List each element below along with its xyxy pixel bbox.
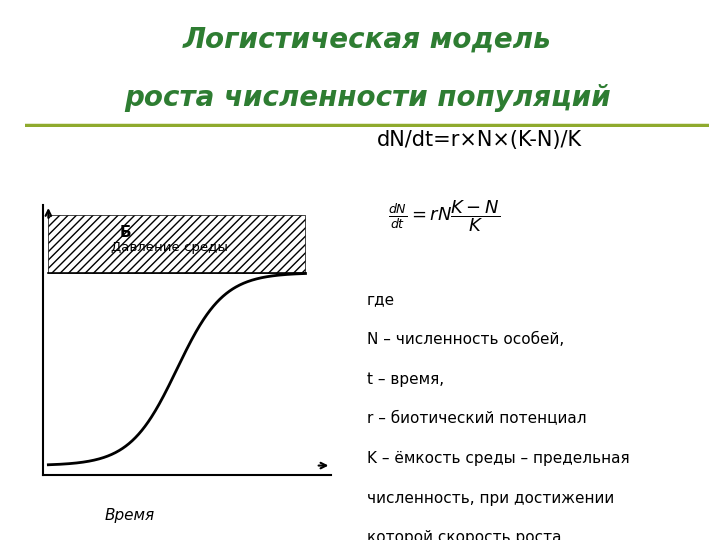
Text: Время: Время — [104, 508, 155, 523]
Text: численность, при достижении: численность, при достижении — [367, 491, 614, 506]
Text: N – численность особей,: N – численность особей, — [367, 332, 564, 347]
Text: K – ёмкость среды – предельная: K – ёмкость среды – предельная — [367, 451, 629, 466]
Text: t – время,: t – время, — [367, 372, 444, 387]
Text: dN/dt=r×N×(K-N)/K: dN/dt=r×N×(K-N)/K — [377, 130, 582, 150]
Text: Б: Б — [120, 225, 131, 240]
Text: которой скорость роста: которой скорость роста — [367, 530, 562, 540]
Text: где: где — [367, 292, 395, 307]
Text: $\frac{dN}{dt} = rN\dfrac{K-N}{K}$: $\frac{dN}{dt} = rN\dfrac{K-N}{K}$ — [387, 199, 500, 234]
Text: Давление среды: Давление среды — [111, 241, 228, 254]
Text: r – биотический потенциал: r – биотический потенциал — [367, 411, 587, 426]
Text: Логистическая модель: Логистическая модель — [183, 25, 552, 53]
Text: роста численности популяций: роста численности популяций — [124, 84, 611, 112]
